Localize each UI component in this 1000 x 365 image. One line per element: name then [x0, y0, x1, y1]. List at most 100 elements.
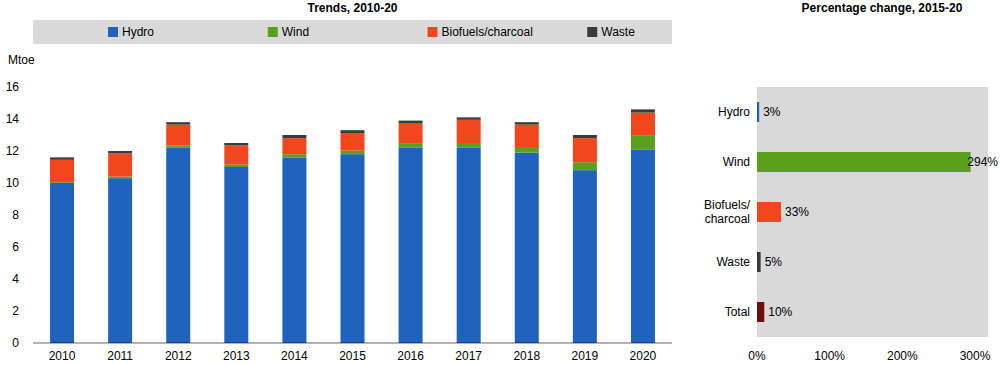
y-tick-label: 16 [6, 80, 20, 94]
bar [757, 252, 761, 272]
x-tick [902, 337, 903, 340]
y-tick-label: Hydro [718, 105, 750, 119]
x-tick-label: 2013 [223, 349, 250, 363]
legend-label: Waste [601, 25, 635, 39]
legend-label: Hydro [122, 25, 154, 39]
x-tick-label: 100% [814, 349, 845, 363]
bar [757, 302, 764, 322]
bar-segment [573, 135, 597, 138]
y-tick-label: 10 [6, 176, 20, 190]
y-tick [30, 279, 33, 280]
bar-segment [50, 157, 74, 159]
data-label: 3% [763, 105, 781, 119]
plot-background [757, 87, 988, 337]
y-tick [30, 215, 33, 216]
x-tick-label: 300% [960, 349, 991, 363]
x-tick-label: 2015 [339, 349, 366, 363]
legend-label: Wind [282, 25, 309, 39]
y-tick-label: 0 [12, 336, 19, 350]
bar-segment [515, 122, 539, 124]
bar-segment [108, 177, 132, 179]
bar-segment [108, 151, 132, 153]
y-tick-label: 14 [6, 112, 20, 126]
x-tick-label: 2016 [397, 349, 424, 363]
bars [50, 109, 655, 343]
bar-segment [399, 148, 423, 343]
legend-label: Biofuels/charcoal [442, 25, 533, 39]
x-axis-line [33, 343, 672, 344]
x-tick-label: 2017 [455, 349, 482, 363]
legend-swatch [268, 27, 278, 37]
bar-segment [224, 167, 248, 343]
bar-segment [166, 145, 190, 147]
x-tick-label: 2010 [49, 349, 76, 363]
bar-segment [341, 154, 365, 343]
y-tick-label: 4 [12, 272, 19, 286]
legend-swatch [587, 27, 597, 37]
bar-segment [399, 123, 423, 144]
x-tick-label: 2020 [630, 349, 657, 363]
bar-segment [341, 130, 365, 133]
bar-segment [341, 151, 365, 155]
bar-segment [108, 178, 132, 343]
x-tick-label: 2019 [572, 349, 599, 363]
bar-segment [631, 149, 655, 343]
y-tick-label: Waste [716, 255, 750, 269]
bar-segment [631, 113, 655, 136]
y-tick [30, 151, 33, 152]
data-label: 5% [765, 255, 783, 269]
bar-segment [224, 145, 248, 164]
data-label: 33% [785, 205, 809, 219]
bar-segment [166, 148, 190, 343]
y-tick-label: 12 [6, 144, 20, 158]
y-axis-label: Mtoe [8, 53, 35, 67]
bar-segment [573, 170, 597, 343]
x-tick-label: 0% [748, 349, 766, 363]
x-tick-label: 200% [887, 349, 918, 363]
chart-canvas: Trends, 2010-20 Hydro Wind Biofuels/charcoa… [0, 0, 1000, 365]
x-tick [829, 337, 830, 340]
y-tick-label: Total [725, 305, 750, 319]
bar-segment [224, 165, 248, 167]
bar-segment [457, 143, 481, 148]
bar-segment [282, 154, 306, 157]
bar-segment [399, 144, 423, 148]
bar [757, 202, 781, 222]
bar [757, 152, 971, 172]
bar-segment [515, 153, 539, 343]
chart-title: Trends, 2010-20 [307, 1, 397, 15]
x-tick [975, 337, 976, 340]
y-tick [30, 87, 33, 88]
bar-segment [224, 143, 248, 145]
legend-swatch [108, 27, 118, 37]
y-tick [30, 343, 33, 344]
bar-segment [515, 147, 539, 153]
bar-segment [282, 157, 306, 343]
x-tick [757, 337, 758, 340]
bar-segment [341, 133, 365, 151]
y-tick-label: 6 [12, 240, 19, 254]
bar [757, 102, 759, 122]
bar-segment [282, 135, 306, 138]
y-tick [30, 311, 33, 312]
bar-segment [573, 138, 597, 162]
bar-segment [573, 162, 597, 170]
data-label: 10% [768, 305, 792, 319]
bar-segment [631, 136, 655, 150]
chart-title: Percentage change, 2015-20 [802, 1, 963, 15]
bar-segment [399, 121, 423, 123]
y-tick [30, 183, 33, 184]
legend-band [33, 20, 672, 44]
bar-segment [515, 125, 539, 147]
bar-segment [50, 183, 74, 343]
y-tick-label: 8 [12, 208, 19, 222]
x-tick-label: 2018 [513, 349, 540, 363]
bar-segment [457, 120, 481, 143]
y-tick-label: 2 [12, 304, 19, 318]
bar-segment [108, 153, 132, 176]
x-tick-label: 2014 [281, 349, 308, 363]
bar-segment [50, 160, 74, 182]
bar-segment [631, 109, 655, 112]
data-label: 294% [967, 155, 998, 169]
y-tick [30, 247, 33, 248]
